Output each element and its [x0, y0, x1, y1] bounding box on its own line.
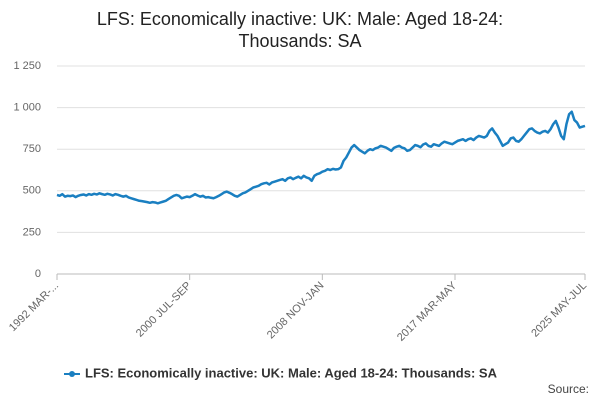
- chart-title: LFS: Economically inactive: UK: Male: Ag…: [96, 9, 504, 51]
- y-tick-label: 250: [23, 226, 41, 238]
- y-tick-label: 1 250: [13, 60, 41, 72]
- x-tick-label: 2017 MAR-MAY: [395, 279, 460, 344]
- y-tick-label: 0: [35, 268, 41, 280]
- x-tick-label: 1992 MAR-...: [7, 280, 61, 334]
- x-tick-label: 2000 JUL-SEP: [134, 280, 194, 340]
- y-tick-label: 750: [23, 143, 41, 155]
- y-tick-label: 1 000: [13, 102, 41, 114]
- x-tick-label: 2025 MAY-JUL: [529, 280, 589, 340]
- source: Source:: [548, 382, 589, 396]
- series-line: [56, 110, 586, 205]
- legend-label: LFS: Economically inactive: UK: Male: Ag…: [85, 365, 498, 380]
- legend-marker: [69, 371, 75, 377]
- y-tick-label: 500: [23, 185, 41, 197]
- x-tick-label: 2008 NOV-JAN: [265, 280, 327, 342]
